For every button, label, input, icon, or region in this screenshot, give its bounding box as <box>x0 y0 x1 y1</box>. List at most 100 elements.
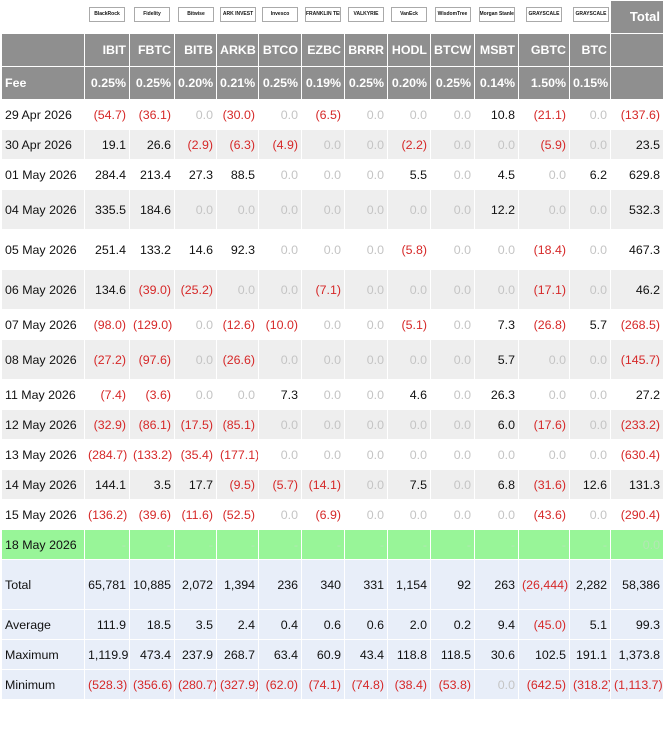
flow-cell: 14.6 <box>174 229 217 270</box>
flow-cell: - <box>344 529 388 560</box>
flow-cell: 0.0 <box>387 499 431 530</box>
flow-cell: 7.5 <box>387 469 431 500</box>
fee-cell: 0.25% <box>129 66 175 100</box>
table-row: 06 May 2026 134.6 (39.0) (25.2) 0.0 0.0 (7.1) 0… <box>1 269 663 310</box>
flow-cell: 0.0 <box>430 159 475 190</box>
stats-cell: 18.5 <box>129 609 175 640</box>
table-row: 15 May 2026 (136.2) (39.6) (11.6) (52.5) 0.0(… <box>1 499 663 530</box>
flow-cell: (26.8) <box>518 309 570 340</box>
flow-cell: 0.0 <box>301 189 345 230</box>
flow-cell: (17.6) <box>518 409 570 440</box>
flow-cell: 0.0 <box>474 439 519 470</box>
row-date: 30 Apr 2026 <box>1 129 85 160</box>
flow-cell: 0.0 <box>344 469 388 500</box>
row-total: (137.6) <box>610 99 663 130</box>
flow-cell: 0.0 <box>430 229 475 270</box>
flow-cell: 0.0 <box>258 439 302 470</box>
flow-cell: (97.6) <box>129 339 175 380</box>
flow-cell: 4.5 <box>474 159 519 190</box>
flow-cell: 0.0 <box>301 229 345 270</box>
fee-cell: 0.20% <box>174 66 217 100</box>
flow-cell: 7.3 <box>474 309 519 340</box>
issuer-logo: ARK INVEST <box>220 7 256 22</box>
stats-cell: (356.6) <box>129 669 175 700</box>
flow-cell: (9.5) <box>216 469 259 500</box>
table-row: 29 Apr 2026 (54.7) (36.1) 0.0 (30.0) 0.0 (6.5)… <box>1 99 663 130</box>
flow-cell: 0.0 <box>387 439 431 470</box>
flow-cell: (43.6) <box>518 499 570 530</box>
flow-cell: 0.0 <box>174 339 217 380</box>
issuer-logo-cell: WisdomTree <box>430 0 475 34</box>
flow-cell: 0.0 <box>569 499 611 530</box>
flow-cell: 0.0 <box>518 189 570 230</box>
fee-cell: 0.25% <box>344 66 388 100</box>
flow-cell: 134.6 <box>84 269 130 310</box>
flow-cell: (27.2) <box>84 339 130 380</box>
stats-cell: 2.4 <box>216 609 259 640</box>
flow-cell: (5.1) <box>387 309 431 340</box>
issuer-logo-cell: GRAYSCALE <box>518 0 570 34</box>
flow-cell: 17.7 <box>174 469 217 500</box>
stats-cell: 1,119.9 <box>84 639 130 670</box>
flow-cell: 3.5 <box>129 469 175 500</box>
flow-cell: (284.7) <box>84 439 130 470</box>
flow-cell: (17.5) <box>174 409 217 440</box>
flow-cell: 0.0 <box>387 339 431 380</box>
flow-cell: 0.0 <box>258 229 302 270</box>
flow-cell: 144.1 <box>84 469 130 500</box>
flow-cell: 0.0 <box>301 129 345 160</box>
stats-cell: 60.9 <box>301 639 345 670</box>
issuer-logo: VALKYRIE <box>348 7 384 22</box>
stats-cell: 263 <box>474 559 519 610</box>
row-date: 01 May 2026 <box>1 159 85 190</box>
flow-cell: 26.6 <box>129 129 175 160</box>
flow-cell: 7.3 <box>258 379 302 410</box>
flow-cell: 6.0 <box>474 409 519 440</box>
flow-cell: 12.6 <box>569 469 611 500</box>
issuer-logo: GRAYSCALE <box>526 7 562 22</box>
flow-cell: 0.0 <box>344 129 388 160</box>
stats-total: (1,113.7) <box>610 669 663 700</box>
flow-cell: - <box>474 529 519 560</box>
flow-cell: 0.0 <box>301 339 345 380</box>
ticker-header: BTCW <box>430 33 475 67</box>
flow-cell: (5.7) <box>258 469 302 500</box>
flow-cell: (6.9) <box>301 499 345 530</box>
row-total: 27.2 <box>610 379 663 410</box>
ticker-header: BITB <box>174 33 217 67</box>
stats-cell: 92 <box>430 559 475 610</box>
row-date: 14 May 2026 <box>1 469 85 500</box>
flow-cell: 0.0 <box>569 439 611 470</box>
row-total: 629.8 <box>610 159 663 190</box>
flow-cell: 0.0 <box>474 229 519 270</box>
flow-cell: (5.9) <box>518 129 570 160</box>
stats-cell: 1,394 <box>216 559 259 610</box>
flow-cell: (30.0) <box>216 99 259 130</box>
row-total: (290.4) <box>610 499 663 530</box>
fee-cell: 0.21% <box>216 66 259 100</box>
flow-cell: 0.0 <box>344 379 388 410</box>
flow-cell: 0.0 <box>569 129 611 160</box>
flow-cell: 12.2 <box>474 189 519 230</box>
stats-cell: (280.7) <box>174 669 217 700</box>
issuer-logo-cell: BlackRock <box>84 0 130 34</box>
issuer-logo-cell: ARK INVEST <box>216 0 259 34</box>
issuer-logo-cell: GRAYSCALE <box>569 0 611 34</box>
flow-cell: 0.0 <box>174 309 217 340</box>
flow-cell: 0.0 <box>430 269 475 310</box>
flow-cell: 26.3 <box>474 379 519 410</box>
flow-cell: 0.0 <box>430 409 475 440</box>
flow-cell: 0.0 <box>430 129 475 160</box>
issuer-logo-cell: VALKYRIE <box>344 0 388 34</box>
table-row: 05 May 2026 251.4 133.2 14.6 92.3 0.0 0.0 0.0 (5… <box>1 229 663 270</box>
flow-cell: (26.6) <box>216 339 259 380</box>
stats-label: Total <box>1 559 85 610</box>
stats-total: 1,373.8 <box>610 639 663 670</box>
stats-cell: 0.2 <box>430 609 475 640</box>
flow-cell: (7.1) <box>301 269 345 310</box>
flow-cell: 0.0 <box>430 499 475 530</box>
flow-cell: 0.0 <box>344 409 388 440</box>
stats-cell: 118.5 <box>430 639 475 670</box>
flow-cell: (85.1) <box>216 409 259 440</box>
flow-cell: (136.2) <box>84 499 130 530</box>
